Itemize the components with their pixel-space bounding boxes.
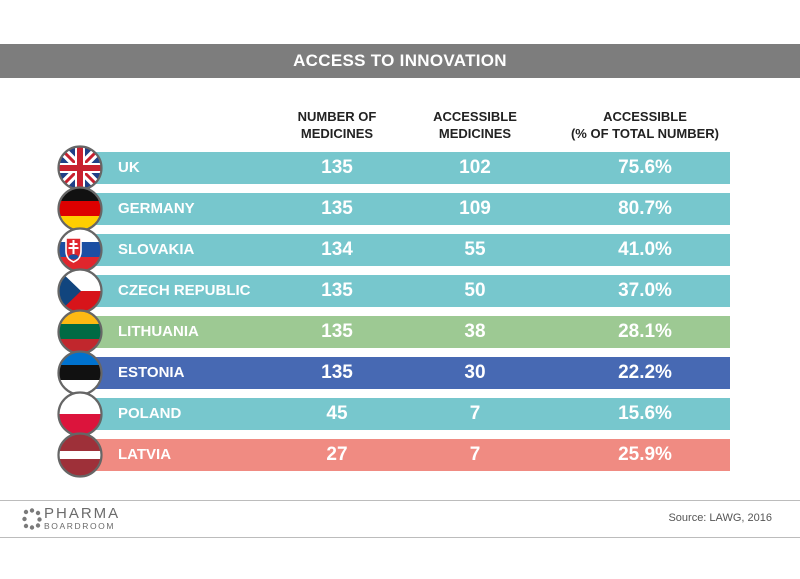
number-of-medicines-value: 45 [326, 403, 348, 424]
number-of-medicines-value: 135 [321, 321, 353, 342]
footer-divider [0, 537, 800, 538]
accessible-medicines-value: 30 [464, 362, 486, 383]
table-row: GERMANY 135 109 80.7% [88, 193, 730, 225]
title-bar: ACCESS TO INNOVATION [0, 44, 800, 78]
lithuania-flag-icon [57, 309, 103, 355]
table-row: LATVIA 27 7 25.9% [88, 439, 730, 471]
number-of-medicines-value: 135 [321, 280, 353, 301]
accessible-percent-value: 25.9% [618, 444, 672, 465]
table-row: POLAND 45 7 15.6% [88, 398, 730, 430]
column-header-line: NUMBER OF [297, 109, 377, 124]
column-header-line: ACCESSIBLE [603, 109, 687, 124]
country-label: LATVIA [118, 446, 172, 463]
latvia-flag-icon [57, 432, 103, 478]
accessible-percent-value: 22.2% [618, 362, 672, 383]
page-title: ACCESS TO INNOVATION [293, 51, 507, 70]
source-note: Source: LAWG, 2016 [668, 512, 772, 524]
table-row: ESTONIA 135 30 22.2% [88, 357, 730, 389]
germany-flag-icon [57, 186, 103, 232]
accessible-medicines-value: 7 [469, 403, 481, 424]
country-label: CZECH REPUBLIC [118, 282, 251, 299]
accessible-medicines-value: 55 [464, 239, 486, 260]
number-of-medicines-value: 134 [321, 239, 353, 260]
column-header-accessible-percent: ACCESSIBLE (% OF TOTAL NUMBER) [555, 108, 735, 142]
country-label: LITHUANIA [118, 323, 199, 340]
country-label: ESTONIA [118, 364, 185, 381]
accessible-medicines-value: 50 [464, 280, 486, 301]
accessible-percent-value: 41.0% [618, 239, 672, 260]
country-label: POLAND [118, 405, 182, 422]
logo-text-boardroom: BOARDROOM [44, 521, 116, 531]
column-header-number-of-medicines: NUMBER OF MEDICINES [272, 108, 402, 142]
number-of-medicines-value: 135 [321, 157, 353, 178]
poland-flag-icon [57, 391, 103, 437]
country-label: GERMANY [118, 200, 195, 217]
number-of-medicines-value: 135 [321, 362, 353, 383]
accessible-percent-value: 80.7% [618, 198, 672, 219]
accessible-percent-value: 37.0% [618, 280, 672, 301]
slovakia-flag-icon [57, 227, 103, 273]
table-row: UK 135 102 75.6% [88, 152, 730, 184]
country-label: UK [118, 159, 140, 176]
czech-flag-icon [57, 268, 103, 314]
column-header-line: (% OF TOTAL NUMBER) [570, 126, 720, 141]
column-header-accessible-medicines: ACCESSIBLE MEDICINES [410, 108, 540, 142]
table-row: CZECH REPUBLIC 135 50 37.0% [88, 275, 730, 307]
accessible-medicines-value: 109 [459, 198, 491, 219]
footer-divider [0, 500, 800, 501]
logo-text-pharma: PHARMA [44, 505, 121, 522]
accessible-percent-value: 75.6% [618, 157, 672, 178]
accessible-medicines-value: 7 [469, 444, 481, 465]
accessible-medicines-value: 38 [464, 321, 486, 342]
table-row: LITHUANIA 135 38 28.1% [88, 316, 730, 348]
accessible-medicines-value: 102 [459, 157, 491, 178]
table-row: SLOVAKIA 134 55 41.0% [88, 234, 730, 266]
country-label: SLOVAKIA [118, 241, 195, 258]
uk-flag-icon [57, 145, 103, 191]
column-header-line: MEDICINES [438, 126, 512, 141]
number-of-medicines-value: 27 [326, 444, 348, 465]
column-header-line: ACCESSIBLE [433, 109, 517, 124]
accessible-percent-value: 28.1% [618, 321, 672, 342]
estonia-flag-icon [57, 350, 103, 396]
column-header-line: MEDICINES [300, 126, 374, 141]
pharma-boardroom-logo-icon [22, 508, 42, 530]
accessible-percent-value: 15.6% [618, 403, 672, 424]
number-of-medicines-value: 135 [321, 198, 353, 219]
